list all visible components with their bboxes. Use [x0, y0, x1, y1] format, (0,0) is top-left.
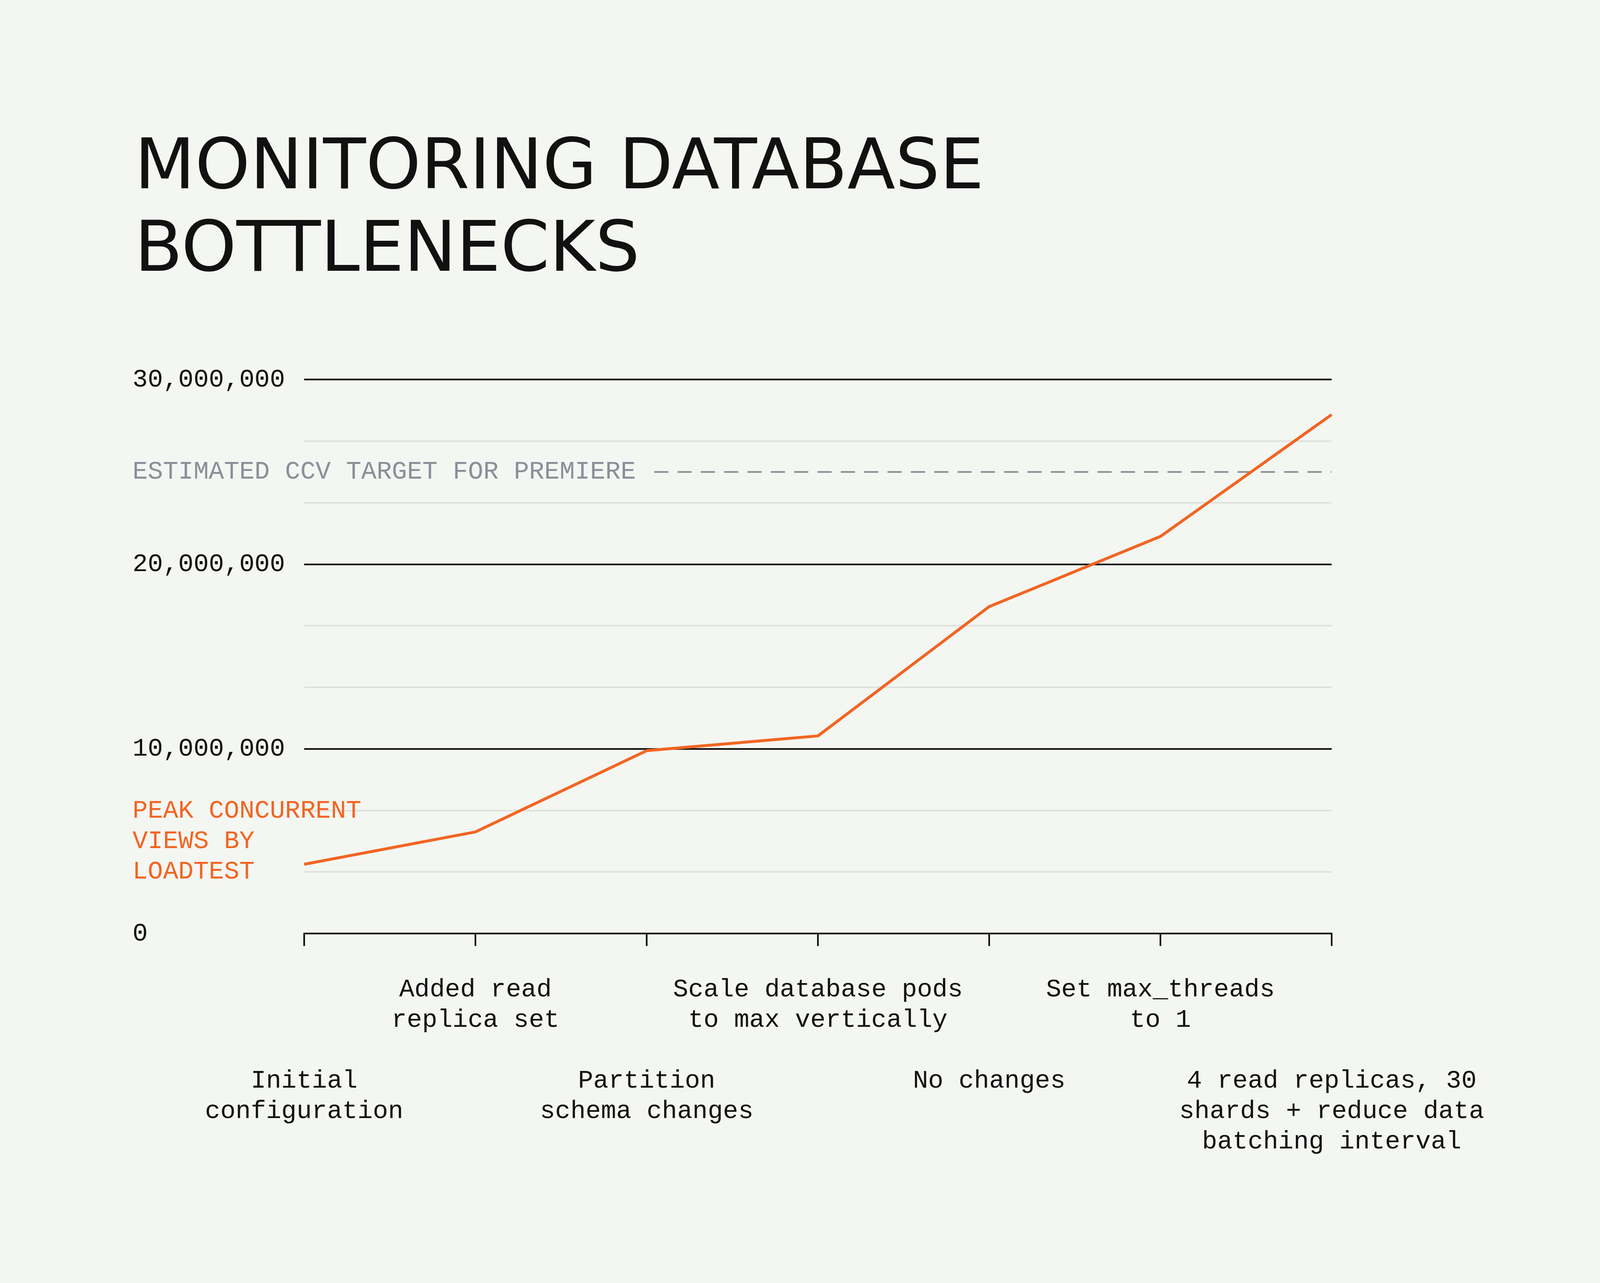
- svg-text:BOTTLENECKS: BOTTLENECKS: [134, 205, 640, 288]
- svg-text:30,000,000: 30,000,000: [132, 365, 285, 395]
- svg-text:Added read: Added read: [399, 975, 552, 1005]
- svg-text:configuration: configuration: [205, 1097, 404, 1126]
- svg-text:Set max_threads: Set max_threads: [1045, 975, 1275, 1005]
- svg-text:LOADTEST: LOADTEST: [132, 857, 255, 887]
- svg-text:10,000,000: 10,000,000: [132, 734, 285, 764]
- svg-text:replica set: replica set: [391, 1005, 560, 1035]
- svg-text:4 read replicas, 30: 4 read replicas, 30: [1186, 1066, 1477, 1096]
- svg-text:shards + reduce data: shards + reduce data: [1179, 1097, 1485, 1126]
- svg-text:No changes: No changes: [912, 1066, 1066, 1096]
- svg-text:Initial: Initial: [250, 1066, 358, 1096]
- svg-text:Partition: Partition: [577, 1066, 715, 1096]
- svg-text:ESTIMATED CCV TARGET FOR PREMI: ESTIMATED CCV TARGET FOR PREMIERE: [132, 457, 636, 487]
- svg-text:VIEWS BY: VIEWS BY: [132, 827, 255, 856]
- svg-text:schema changes: schema changes: [540, 1097, 754, 1126]
- svg-text:batching interval: batching interval: [1202, 1127, 1462, 1157]
- svg-text:Scale database pods: Scale database pods: [672, 975, 963, 1005]
- svg-text:20,000,000: 20,000,000: [132, 550, 285, 579]
- svg-text:PEAK CONCURRENT: PEAK CONCURRENT: [132, 796, 362, 826]
- svg-text:0: 0: [132, 919, 148, 949]
- svg-text:MONITORING DATABASE: MONITORING DATABASE: [134, 123, 985, 205]
- svg-text:to max vertically: to max vertically: [688, 1005, 948, 1035]
- svg-text:to 1: to 1: [1130, 1005, 1191, 1035]
